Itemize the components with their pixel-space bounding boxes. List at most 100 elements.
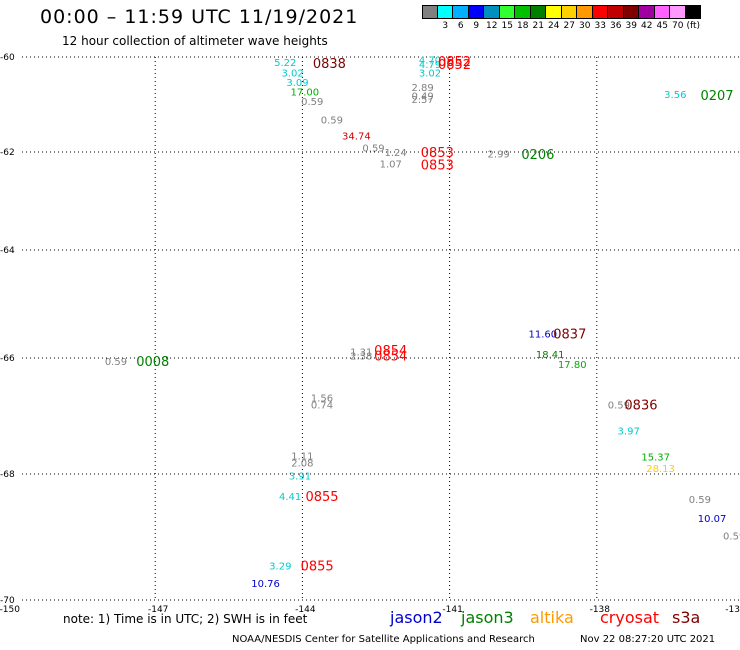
y-tick-label: -64: [0, 246, 15, 256]
chart-title: 00:00 – 11:59 UTC 11/19/2021: [40, 6, 359, 28]
legend-swatch-label: 33: [594, 21, 606, 31]
wave-height-value: 17.00: [291, 88, 320, 99]
pass-time-label: 0852: [438, 55, 471, 70]
wave-height-value: 0.74: [311, 400, 333, 411]
wave-height-value: 4.70: [419, 55, 441, 66]
wave-height-value: 1.31: [350, 348, 372, 359]
x-tick-label: -150: [0, 605, 20, 615]
satellite-legend-jason2: jason2: [390, 608, 443, 627]
x-tick-label: -141: [442, 605, 462, 615]
wave-height-value: 0.59: [362, 143, 384, 154]
wave-height-value: 4.41: [279, 492, 301, 503]
wave-height-value: 0.59: [301, 97, 323, 108]
legend-swatch-label: 70: [672, 21, 684, 31]
legend-swatch: [685, 5, 701, 19]
wave-height-value: 3.02: [281, 69, 303, 80]
x-tick-label: -147: [148, 605, 168, 615]
y-tick-label: -68: [0, 470, 15, 480]
legend-swatch-label: 6: [457, 21, 464, 31]
pass-time-label: 0207: [700, 89, 733, 104]
pass-time-label: 0206: [521, 148, 554, 163]
pass-time-label: 0836: [624, 398, 657, 413]
wave-height-value: 15.37: [641, 453, 670, 464]
pass-time-label: 0854: [374, 344, 407, 359]
pass-time-label: 0855: [305, 490, 338, 505]
pass-time-label: 0852: [438, 58, 471, 73]
legend-swatch: [623, 5, 639, 19]
legend-swatch: [422, 5, 438, 19]
satellite-legend-s3a: s3a: [672, 608, 701, 627]
wave-height-value: 1.56: [311, 393, 333, 404]
wave-height-value: 3.09: [286, 78, 308, 89]
legend-swatch: [515, 5, 531, 19]
axis-ticks: -150 -147 -144 -141 -138 -13 -60 -62 -64 -66 -68 -7…: [0, 53, 740, 615]
legend-swatch: [608, 5, 624, 19]
legend-swatch: [577, 5, 593, 19]
pass-time-label: 0854: [374, 349, 407, 364]
x-tick-label: -138: [590, 605, 611, 615]
pass-time-label: 0838: [313, 57, 346, 72]
wave-height-value: 28.13: [646, 464, 675, 475]
legend-swatch: [670, 5, 686, 19]
wave-height-value: 1.07: [380, 159, 402, 170]
pass-time-labels: 0838 085208520853085302060207083708540854…: [136, 55, 733, 575]
wave-height-value: 34.74: [342, 131, 371, 142]
legend-swatch: [530, 5, 546, 19]
legend-swatch: [484, 5, 500, 19]
legend-swatch: [546, 5, 562, 19]
pass-time-label: 0853: [421, 146, 454, 161]
footer-note: note: 1) Time is in UTC; 2) SWH is in fe…: [63, 612, 308, 626]
wave-height-value: 10.76: [251, 579, 280, 590]
legend-swatch: [592, 5, 608, 19]
y-tick-label: -66: [0, 354, 15, 364]
legend-swatch-label: 42: [641, 21, 653, 31]
x-tick-label: -13: [725, 605, 740, 615]
legend-swatch-label: 3: [442, 21, 449, 31]
wave-height-value: 2.57: [411, 95, 433, 106]
legend-swatch-label: (ft): [686, 21, 701, 31]
x-tick-label: -144: [295, 605, 316, 615]
color-legend: [422, 5, 701, 19]
wave-height-value: 0.59: [689, 495, 711, 506]
legend-swatch-label: 9: [473, 21, 480, 31]
pass-time-label: 0855: [301, 559, 334, 574]
wave-height-value: 3.56: [664, 90, 686, 101]
wave-height-value: 3.02: [419, 69, 441, 80]
y-tick-label: -60: [0, 53, 15, 63]
legend-swatch-label: 39: [625, 21, 637, 31]
generated-timestamp: Nov 22 08:27:20 UTC 2021: [580, 634, 716, 645]
y-tick-label: -70: [0, 596, 15, 606]
grid-lines: [22, 56, 740, 601]
wave-height-value: 2.08: [291, 458, 313, 469]
legend-swatch: [499, 5, 515, 19]
legend-swatch: [639, 5, 655, 19]
wave-height-value: 2.89: [411, 83, 433, 94]
legend-swatch-label: 21: [532, 21, 544, 31]
wave-height-value: 4.79: [419, 60, 441, 71]
wave-height-value: 11.60: [529, 330, 558, 341]
wave-height-value: 1.24: [384, 148, 406, 159]
legend-swatch-label: 45: [656, 21, 668, 31]
legend-swatch: [453, 5, 469, 19]
wave-height-value: 0.59: [723, 532, 740, 543]
wave-height-value: 2.99: [488, 149, 510, 160]
legend-swatch-label: 24: [548, 21, 560, 31]
legend-swatch: [654, 5, 670, 19]
pass-time-label: 0008: [136, 355, 169, 370]
chart-subtitle: 12 hour collection of altimeter wave hei…: [62, 34, 328, 48]
wave-height-value: 0.59: [608, 400, 630, 411]
satellite-legend-cryosat: cryosat: [600, 608, 660, 627]
legend-swatch-label: 15: [501, 21, 513, 31]
wave-height-value: 1.11: [291, 451, 313, 462]
legend-swatch: [468, 5, 484, 19]
legend-swatch: [561, 5, 577, 19]
wave-height-value: 18.41: [536, 350, 565, 361]
pass-time-label: 0853: [421, 158, 454, 173]
wave-height-value: 3.91: [289, 471, 311, 482]
wave-height-value: 3.29: [269, 561, 291, 572]
wave-height-value: 2.38: [350, 351, 372, 362]
legend-swatch-label: 30: [579, 21, 591, 31]
legend-swatch: [437, 5, 453, 19]
